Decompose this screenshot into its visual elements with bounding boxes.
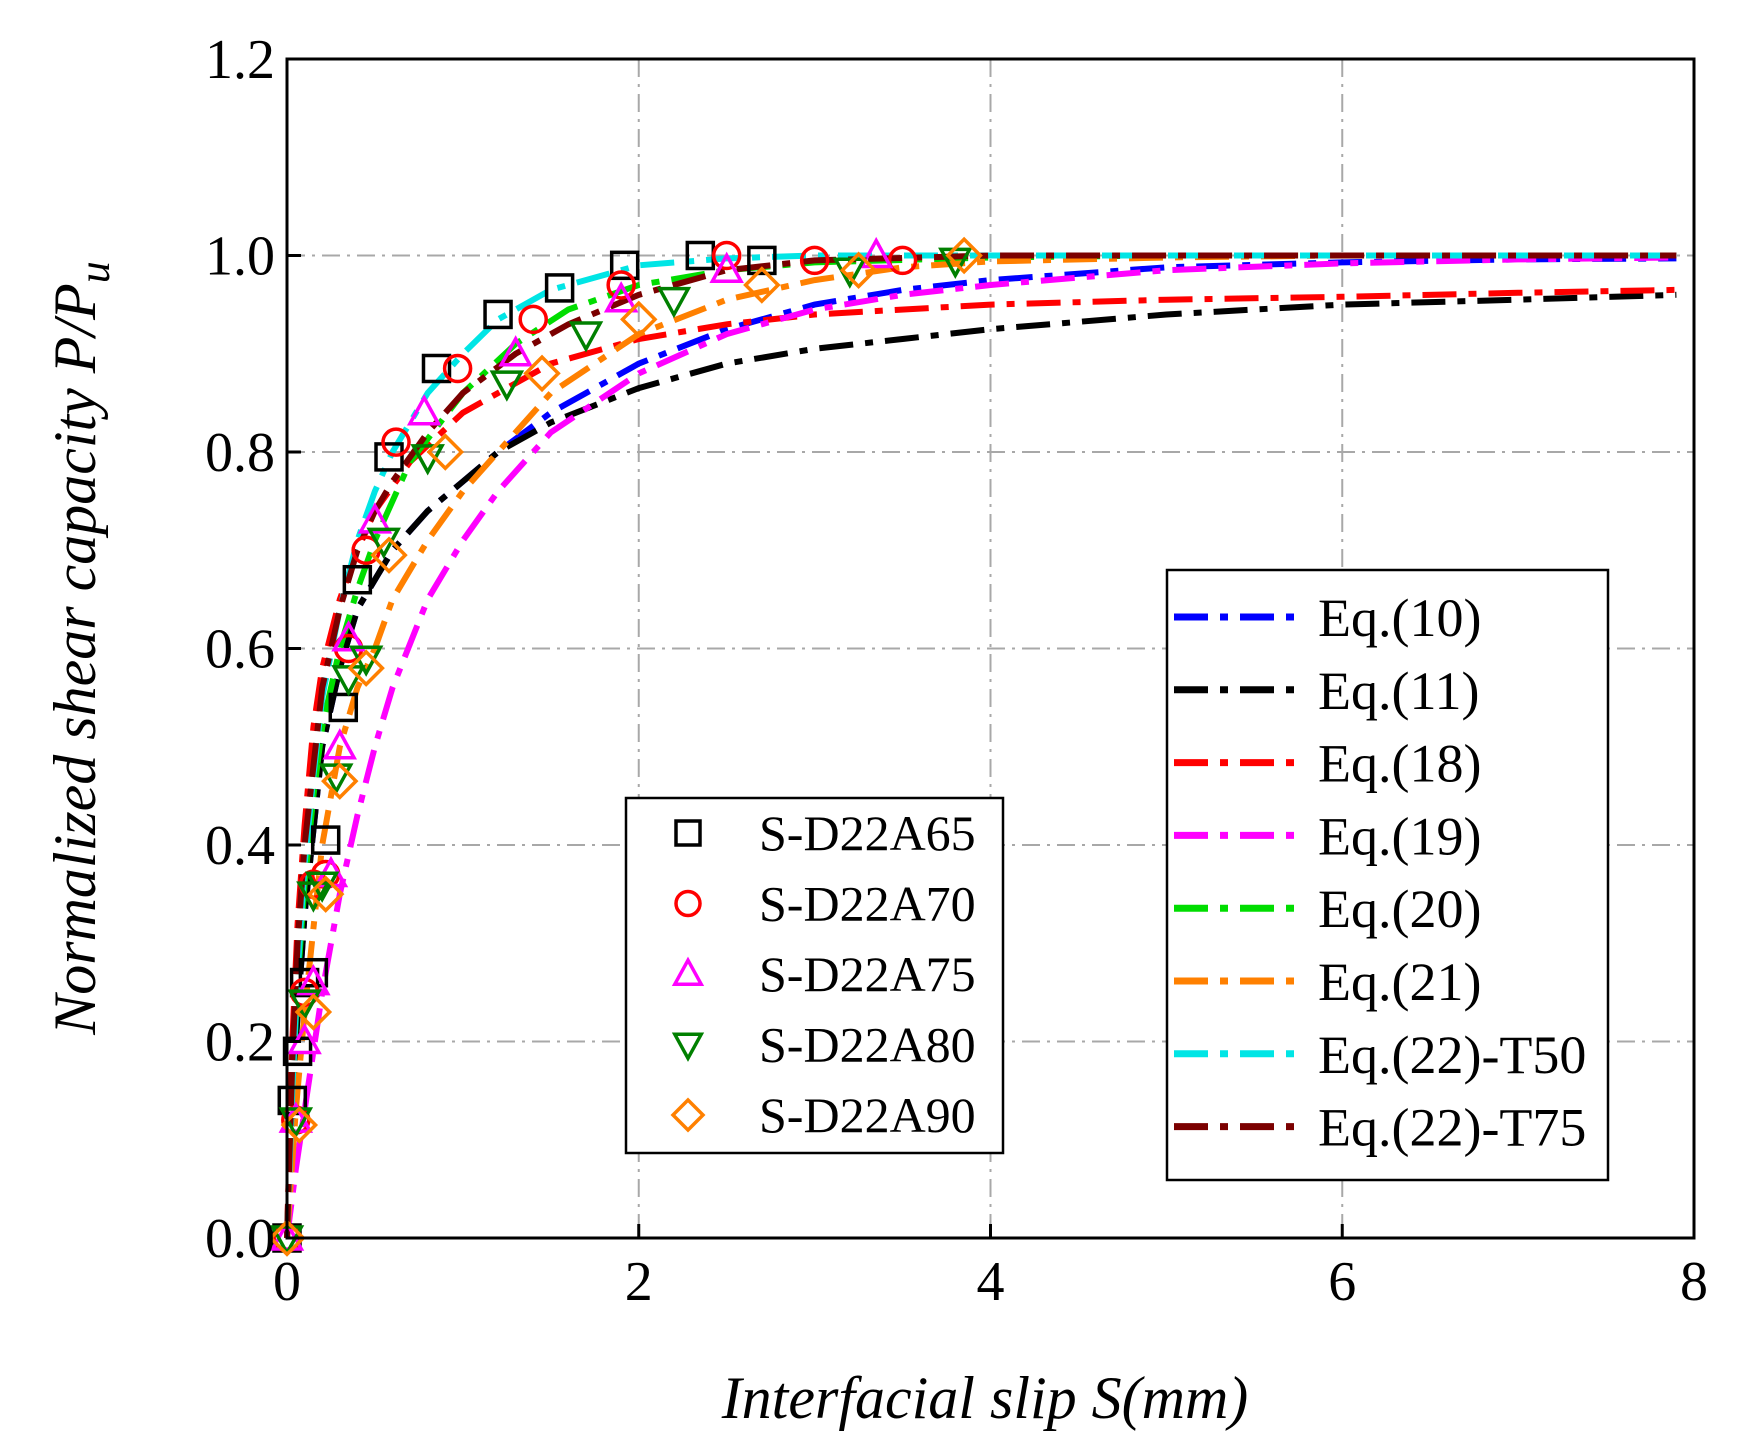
point-s-d22a70-11 bbox=[711, 240, 742, 271]
point-s-d22a90-4 bbox=[321, 762, 359, 800]
point-s-d22a70-12 bbox=[799, 245, 830, 276]
x-tick-label-2: 4 bbox=[977, 1251, 1005, 1313]
point-s-d22a75-7 bbox=[357, 502, 393, 534]
point-s-d22a90-3 bbox=[306, 875, 345, 913]
point-s-d22a65-4 bbox=[298, 957, 329, 988]
point-s-d22a75-0 bbox=[269, 1219, 305, 1251]
point-s-d22a80-2 bbox=[287, 989, 322, 1021]
axis-label-layer: Interfacial slip S(mm) Normalized shear … bbox=[42, 261, 1248, 1431]
y-tick-label-4: 0.8 bbox=[205, 422, 275, 484]
legend-line-label-eq-18: Eq.(18) bbox=[1318, 734, 1481, 794]
marker-layer bbox=[268, 236, 983, 1257]
series-line-eq-22-t75 bbox=[284, 252, 1677, 1239]
legend-label-s-d22a70: S-D22A70 bbox=[759, 876, 976, 932]
x-axis-title: Interfacial slip S(mm) bbox=[721, 1365, 1249, 1431]
tick-layer: 0 2 4 6 8 0.0 0.2 0.4 0.6 0.8 1.0 1.2 bbox=[205, 29, 1708, 1313]
point-s-d22a65-14 bbox=[747, 245, 777, 276]
point-s-d22a70-8 bbox=[442, 353, 473, 384]
point-s-d22a65-3 bbox=[289, 967, 320, 998]
point-s-d22a70-10 bbox=[606, 270, 636, 300]
legend-label-s-d22a75: S-D22A75 bbox=[759, 946, 976, 1002]
point-s-d22a75-8 bbox=[406, 394, 442, 426]
point-s-d22a90-8 bbox=[523, 354, 561, 393]
point-s-d22a65-5 bbox=[310, 825, 341, 855]
legend-line-label-eq-22-t75: Eq.(22)-T75 bbox=[1318, 1098, 1586, 1158]
point-s-d22a65-12 bbox=[609, 250, 640, 281]
point-s-d22a75-9 bbox=[498, 335, 533, 367]
point-s-d22a65-9 bbox=[421, 353, 452, 384]
y-tick-label-5: 1.0 bbox=[205, 226, 275, 288]
point-s-d22a65-10 bbox=[483, 299, 513, 330]
point-s-d22a90-10 bbox=[743, 266, 781, 304]
y-axis-title-subscript: u bbox=[70, 261, 119, 283]
y-tick-label-1: 0.2 bbox=[205, 1012, 275, 1074]
y-tick-label-3: 0.6 bbox=[205, 619, 275, 681]
x-tick-label-0: 0 bbox=[273, 1251, 301, 1313]
legend-label-s-d22a90: S-D22A90 bbox=[759, 1087, 976, 1143]
point-s-d22a65-11 bbox=[544, 273, 575, 303]
x-tick-label-4: 8 bbox=[1680, 1251, 1708, 1313]
point-s-d22a90-7 bbox=[426, 433, 465, 471]
x-tick-label-3: 6 bbox=[1328, 1251, 1356, 1313]
legend-line-label-eq-22-t50: Eq.(22)-T50 bbox=[1318, 1025, 1586, 1085]
point-s-d22a75-5 bbox=[322, 728, 358, 760]
point-s-d22a65-6 bbox=[328, 692, 359, 723]
point-s-d22a70-9 bbox=[518, 304, 548, 335]
point-s-d22a75-10 bbox=[603, 281, 639, 313]
legend-label-s-d22a65: S-D22A65 bbox=[759, 805, 976, 861]
legend-line-label-eq-10: Eq.(10) bbox=[1318, 588, 1481, 648]
legend-marker-s-d22a70 bbox=[674, 889, 702, 918]
point-s-d22a90-6 bbox=[370, 536, 408, 574]
legend-marker-s-d22a75 bbox=[671, 956, 705, 986]
legend-lines: Eq.(10) Eq.(11) Eq.(18) Eq.(19) Eq.(20) Eq.(2… bbox=[1165, 568, 1610, 1182]
point-s-d22a75-2 bbox=[287, 1022, 322, 1055]
y-tick-label-2: 0.4 bbox=[205, 815, 275, 877]
point-s-d22a90-2 bbox=[294, 993, 333, 1031]
point-s-d22a70-13 bbox=[887, 245, 918, 276]
point-s-d22a75-12 bbox=[858, 236, 894, 269]
legend-line-label-eq-19: Eq.(19) bbox=[1318, 806, 1481, 866]
legend-marker-s-d22a90 bbox=[670, 1097, 706, 1133]
series-line-eq-11 bbox=[284, 291, 1677, 1239]
legend-marker-s-d22a65 bbox=[674, 819, 702, 847]
series-line-eq-21 bbox=[284, 252, 1677, 1239]
point-s-d22a80-10 bbox=[489, 370, 525, 402]
legend-lines-box bbox=[1165, 568, 1610, 1182]
point-s-d22a80-5 bbox=[318, 763, 354, 795]
point-s-d22a90-5 bbox=[347, 649, 385, 687]
point-s-d22a90-0 bbox=[268, 1219, 306, 1257]
point-s-d22a65-8 bbox=[374, 442, 404, 472]
point-s-d22a80-12 bbox=[656, 286, 692, 319]
x-tick-label-1: 2 bbox=[625, 1251, 653, 1313]
y-tick-label-0: 0.0 bbox=[205, 1208, 275, 1270]
legend-markers-box bbox=[624, 796, 1005, 1155]
y-axis-title-main: Normalized shear capacity P/P bbox=[42, 283, 108, 1036]
legend-markers: S-D22A65 S-D22A70 S-D22A75 S-D22A80 S-D22A90 bbox=[624, 796, 1005, 1155]
point-s-d22a75-6 bbox=[331, 620, 366, 652]
point-s-d22a75-11 bbox=[709, 251, 744, 284]
y-axis-title: Normalized shear capacity P/Pu bbox=[42, 261, 119, 1036]
legend-label-s-d22a80: S-D22A80 bbox=[759, 1017, 976, 1073]
y-tick-label-6: 1.2 bbox=[205, 29, 275, 91]
point-s-d22a90-11 bbox=[839, 251, 878, 289]
legend-line-label-eq-11: Eq.(11) bbox=[1318, 661, 1479, 721]
legend-line-label-eq-20: Eq.(20) bbox=[1318, 879, 1481, 939]
legend-line-label-eq-21: Eq.(21) bbox=[1318, 952, 1481, 1012]
point-s-d22a65-7 bbox=[342, 564, 373, 595]
point-s-d22a80-6 bbox=[331, 665, 366, 697]
legend-marker-s-d22a80 bbox=[671, 1032, 705, 1062]
point-s-d22a90-9 bbox=[620, 300, 658, 339]
point-s-d22a70-7 bbox=[381, 427, 411, 457]
point-s-d22a80-1 bbox=[278, 1107, 314, 1139]
point-s-d22a90-12 bbox=[945, 236, 983, 275]
point-s-d22a80-11 bbox=[568, 321, 604, 353]
